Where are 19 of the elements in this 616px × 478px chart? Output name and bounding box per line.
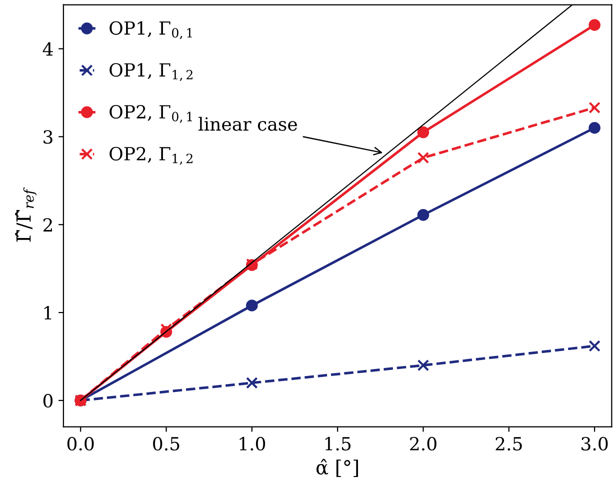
x-axis-title: α̂ [°]	[316, 458, 358, 477]
x-tick-label: 2.0	[410, 436, 436, 451]
x-tick-label: 3.0	[582, 436, 608, 451]
x-tick-label: 0.0	[67, 436, 94, 451]
x-tick-label: 2.5	[496, 436, 522, 451]
annotation: linear case	[198, 116, 297, 131]
legend-label: OP2, Γ$_{0,1}$	[110, 104, 192, 123]
y-tick-label: 4	[42, 42, 53, 56]
legend-label: OP1, Γ$_{0,1}$	[110, 21, 192, 40]
x-tick-label: 0.5	[153, 436, 180, 451]
y-tick-label: 1	[44, 306, 52, 320]
legend-label: OP1, Γ$_{1,2}$	[110, 63, 192, 82]
legend-label: OP2, Γ$_{1,2}$	[110, 146, 192, 165]
y-axis-title: Γ̂/Γ̂$_{ref}$	[15, 187, 37, 242]
y-tick-label: 3	[44, 130, 52, 144]
y-tick-label: 2	[43, 218, 52, 232]
x-tick-label: 1.5	[325, 436, 351, 451]
y-tick-label: 0	[43, 394, 53, 408]
x-tick-label: 1.0	[240, 436, 266, 451]
